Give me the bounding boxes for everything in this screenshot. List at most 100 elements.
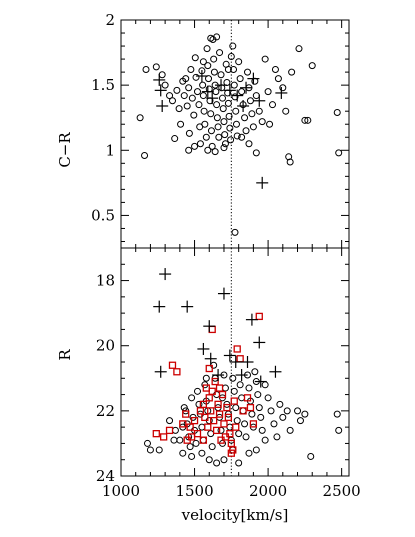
top-data-point-circle (203, 45, 211, 53)
bottom-data-point-cross (197, 342, 210, 355)
bottom-data-point-cross (153, 300, 166, 313)
top-data-point-circle (196, 140, 204, 148)
top-data-point-circle (231, 228, 239, 236)
bottom-data-point-square (214, 400, 222, 408)
top-data-point-cross (201, 85, 214, 98)
bottom-data-point-square (173, 368, 181, 376)
bottom-data-point-circle (232, 404, 240, 412)
x-axis-label: velocity[km/s] (181, 506, 289, 524)
top-data-point-cross (256, 176, 269, 189)
bottom-data-point-circle (207, 430, 215, 438)
bottom-data-point-square (215, 384, 224, 392)
bottom-data-point-cross (203, 320, 216, 333)
bottom-data-point-circle (239, 407, 247, 415)
top-data-point-circle (304, 116, 312, 124)
top-data-point-circle (190, 111, 198, 119)
bottom-data-point-circle (202, 374, 210, 382)
bottom-data-point-circle (335, 426, 343, 434)
top-data-point-circle (246, 97, 254, 105)
top-data-point-circle (221, 131, 229, 139)
top-data-point-circle (269, 101, 277, 109)
bottom-data-point-circle (208, 443, 216, 451)
top-data-point-circle (220, 144, 228, 152)
bottom-data-point-circle (254, 391, 262, 399)
bottom-data-point-square (193, 430, 202, 438)
bottom-data-point-circle (233, 417, 241, 425)
bottom-data-point-square (236, 355, 244, 363)
bottom-data-point-circle (286, 426, 294, 434)
bottom-y-axis-label: R (56, 349, 74, 361)
bottom-data-point-circle (192, 439, 200, 447)
top-data-point-circle (161, 81, 169, 89)
top-data-point-circle (136, 114, 144, 122)
bottom-data-point-cross (223, 349, 236, 362)
top-data-point-circle (288, 68, 296, 76)
bottom-data-point-square (160, 433, 168, 441)
bottom-data-point-square (249, 420, 258, 428)
top-data-point-circle (168, 97, 176, 105)
top-data-point-circle (255, 107, 263, 115)
top-data-point-circle (213, 33, 221, 41)
bottom-data-point-circle (236, 381, 244, 389)
top-data-point-circle (173, 86, 181, 94)
top-data-point-circle (213, 101, 221, 109)
bottom-data-point-circle (188, 394, 196, 402)
axis-labels: C−R R velocity[km/s] (56, 132, 288, 524)
bottom-data-point-circle (171, 426, 179, 434)
top-data-point-circle (218, 94, 226, 102)
top-data-point-circle (249, 123, 257, 131)
top-data-point-circle (225, 112, 233, 120)
bottom-data-point-circle (199, 436, 207, 444)
bottom-data-point-square (227, 449, 235, 457)
top-data-point-cross (231, 89, 244, 102)
bottom-data-point-circle (251, 368, 259, 376)
top-data-point-circle (141, 151, 149, 159)
top-data-point-cross (195, 70, 208, 83)
bottom-data-point-circle (198, 423, 206, 431)
top-data-point-circle (282, 107, 290, 115)
top-data-point-circle (244, 68, 252, 76)
bottom-data-point-circle (205, 456, 213, 464)
bottom-data-point-square (246, 403, 255, 412)
top-data-point-circle (205, 75, 213, 83)
top-data-point-circle (245, 140, 253, 148)
bottom-data-point-cross (159, 268, 172, 281)
top-data-point-circle (208, 142, 216, 150)
top-data-point-circle (199, 58, 207, 66)
bottom-y-tick-label: 24 (96, 467, 115, 485)
top-data-point-circle (207, 127, 215, 135)
top-data-point-circle (264, 88, 272, 96)
x-tick-label: 2500 (323, 482, 361, 500)
bottom-data-point-square (165, 426, 174, 435)
top-data-point-circle (195, 101, 203, 109)
top-data-point-circle (238, 88, 246, 96)
top-data-point-circle (177, 120, 185, 128)
bottom-data-point-cross (204, 352, 217, 365)
bottom-data-point-square (182, 410, 190, 418)
top-data-point-circle (261, 55, 269, 63)
top-data-point-circle (185, 146, 193, 154)
top-data-point-circle (182, 75, 190, 83)
top-data-point-cross (253, 94, 266, 107)
bottom-y-tick-label: 20 (96, 337, 115, 355)
top-data-point-circle (211, 148, 219, 156)
bottom-data-point-square (190, 416, 199, 425)
bottom-data-point-circle (188, 452, 196, 460)
bottom-data-point-circle (226, 423, 234, 431)
top-data-point-circle (230, 81, 238, 89)
bottom-data-point-circle (279, 413, 287, 421)
top-data-point-cross (156, 99, 169, 112)
top-data-point-circle (220, 118, 228, 126)
bottom-data-point-circle (294, 407, 302, 415)
bottom-y-tick-label: 18 (96, 272, 115, 290)
top-data-point-circle (215, 133, 223, 141)
top-data-point-circle (202, 133, 210, 141)
bottom-data-point-circle (220, 456, 228, 464)
bottom-data-point-circle (242, 433, 250, 441)
bottom-data-point-circle (166, 417, 174, 425)
bottom-data-point-square (255, 312, 263, 321)
top-data-point-circle (185, 129, 193, 137)
bottom-data-point-square (232, 423, 240, 431)
top-data-point-circle (229, 42, 237, 50)
